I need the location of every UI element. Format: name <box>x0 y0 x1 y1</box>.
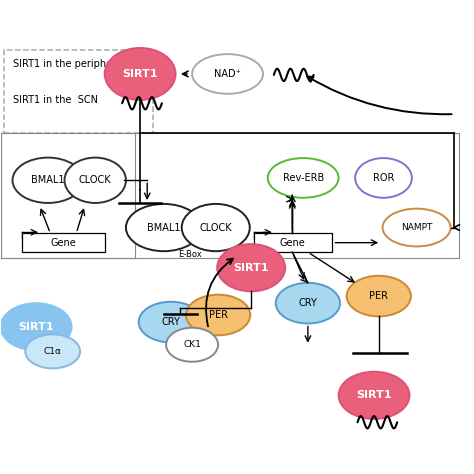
FancyBboxPatch shape <box>22 233 105 252</box>
Text: Gene: Gene <box>50 237 76 248</box>
Ellipse shape <box>12 157 83 203</box>
Text: Gene: Gene <box>279 237 305 248</box>
Text: CK1: CK1 <box>183 340 201 349</box>
FancyBboxPatch shape <box>4 50 154 133</box>
Ellipse shape <box>338 372 410 419</box>
Text: SIRT1 in the periphery: SIRT1 in the periphery <box>12 60 121 70</box>
Ellipse shape <box>25 334 80 368</box>
Text: SIRT1 in the  SCN: SIRT1 in the SCN <box>12 95 98 105</box>
FancyBboxPatch shape <box>254 233 331 252</box>
Text: C1α: C1α <box>44 347 62 356</box>
Text: CRY: CRY <box>161 317 180 327</box>
Text: Rev-ERB: Rev-ERB <box>283 173 324 183</box>
Text: PER: PER <box>369 291 388 301</box>
Text: CLOCK: CLOCK <box>79 175 111 185</box>
Ellipse shape <box>217 244 285 292</box>
Ellipse shape <box>126 204 201 251</box>
Ellipse shape <box>355 158 412 198</box>
Text: NAMPT: NAMPT <box>401 223 432 232</box>
Text: SIRT1: SIRT1 <box>233 263 269 273</box>
Ellipse shape <box>383 209 451 246</box>
Text: SIRT1: SIRT1 <box>356 390 392 401</box>
Ellipse shape <box>192 54 263 94</box>
Ellipse shape <box>186 295 250 335</box>
Ellipse shape <box>166 328 218 362</box>
Ellipse shape <box>276 283 340 323</box>
Text: ROR: ROR <box>373 173 394 183</box>
Text: BMAL1: BMAL1 <box>147 223 181 233</box>
Ellipse shape <box>268 158 338 198</box>
Ellipse shape <box>346 276 411 317</box>
Ellipse shape <box>139 302 203 342</box>
Ellipse shape <box>64 157 126 203</box>
Text: BMAL1: BMAL1 <box>31 175 65 185</box>
Text: NAD⁺: NAD⁺ <box>214 69 241 79</box>
Ellipse shape <box>105 48 175 100</box>
Ellipse shape <box>0 303 72 350</box>
Text: SIRT1: SIRT1 <box>122 69 158 79</box>
Text: E-Box: E-Box <box>178 250 201 259</box>
Text: CLOCK: CLOCK <box>200 223 232 233</box>
Text: SIRT1: SIRT1 <box>18 322 54 332</box>
Text: CRY: CRY <box>299 298 317 308</box>
Ellipse shape <box>182 204 250 251</box>
Text: PER: PER <box>209 310 228 320</box>
